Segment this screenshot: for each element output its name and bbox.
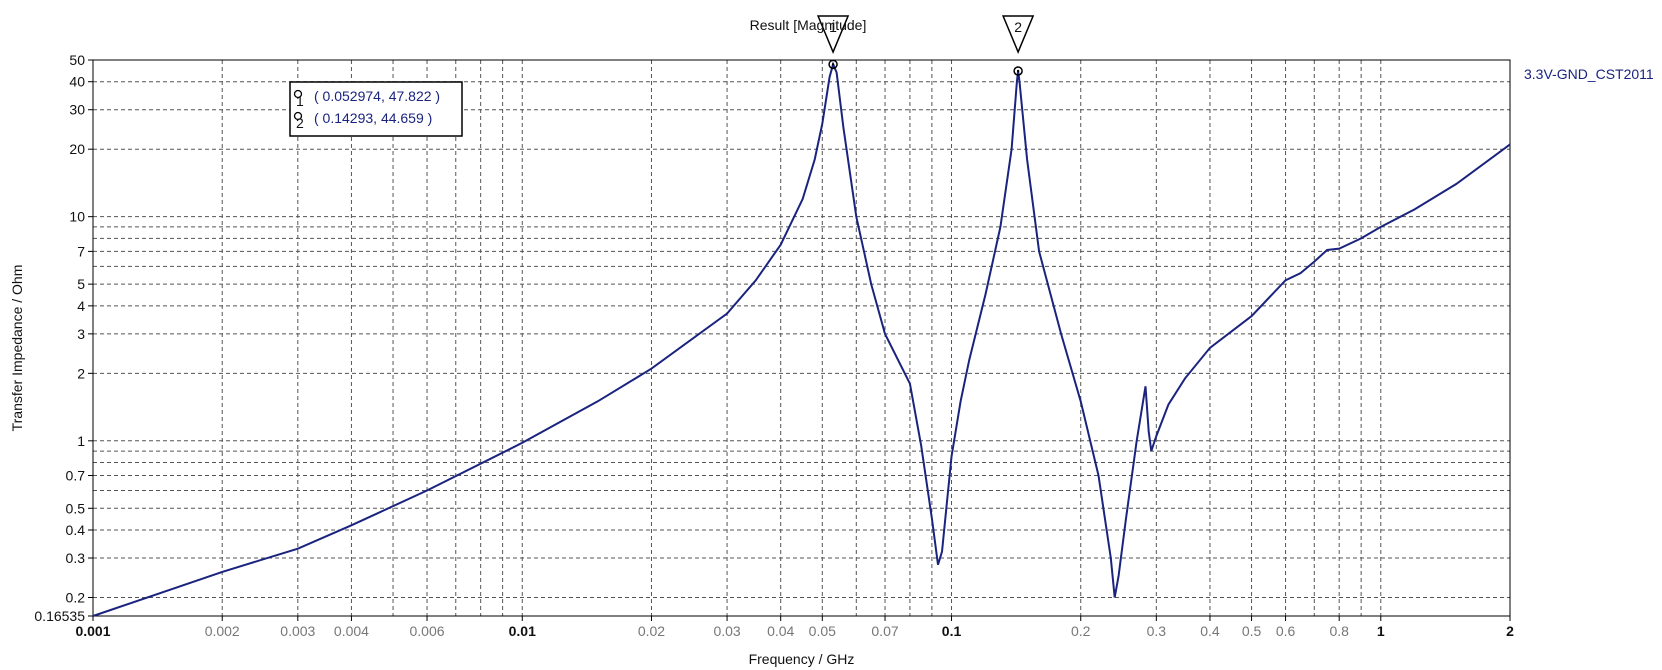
x-tick-label: 0.002 <box>205 623 240 639</box>
x-tick-label: 0.6 <box>1276 623 1296 639</box>
marker-readout-value: ( 0.052974, 47.822 ) <box>314 88 440 104</box>
x-tick-label: 0.02 <box>638 623 665 639</box>
x-tick-label: 1 <box>1377 623 1385 639</box>
y-tick-label: 1 <box>77 433 85 449</box>
x-tick-label: 0.004 <box>334 623 369 639</box>
y-tick-label: 0.2 <box>66 589 86 605</box>
x-tick-label: 0.2 <box>1071 623 1091 639</box>
marker-readout-icon <box>293 89 303 99</box>
y-tick-label: 7 <box>77 243 85 259</box>
x-tick-label: 0.01 <box>509 623 536 639</box>
marker-flag <box>1001 15 1035 54</box>
marker-point-dot <box>831 63 835 66</box>
y-tick-label: 0.16535 <box>34 608 85 624</box>
y-tick-label: 0.5 <box>66 500 86 516</box>
y-axis-ticks: 50 40 30 20 10 7 5 4 3 2 1 0.7 0.5 0.4 0.3 0.2 0.16535 <box>34 52 93 624</box>
marker-readout-box: 1 ( 0.052974, 47.822 ) 2 ( 0.14293, 44.659 … <box>289 81 463 137</box>
x-tick-label: 0.003 <box>280 623 315 639</box>
x-tick-label: 0.5 <box>1242 623 1262 639</box>
y-tick-label: 20 <box>69 141 85 157</box>
y-tick-label: 50 <box>69 52 85 68</box>
x-tick-label: 0.8 <box>1329 623 1349 639</box>
y-tick-label: 40 <box>69 74 85 90</box>
marker-point <box>828 59 838 70</box>
chart-title: Result [Magnitude] <box>750 17 867 33</box>
marker-readout-id: 1 <box>296 93 304 109</box>
y-tick-label: 10 <box>69 209 85 225</box>
y-tick-label: 3 <box>77 326 85 342</box>
plot-frame <box>92 59 1511 617</box>
marker-flag <box>816 15 850 54</box>
x-axis-title: Frequency / GHz <box>749 651 855 667</box>
y-axis-title: Transfer Impedance / Ohm <box>9 265 25 432</box>
series-line <box>92 61 1511 617</box>
y-tick-label: 0.4 <box>66 522 86 538</box>
marker-readout-frame <box>289 81 463 137</box>
y-tick-label: 0.3 <box>66 550 86 566</box>
x-tick-label: 0.03 <box>713 623 740 639</box>
marker-readout-id: 2 <box>296 115 304 131</box>
marker-flag-label: 2 <box>1014 19 1022 35</box>
marker-point-dot <box>1016 69 1020 73</box>
x-tick-label: 0.07 <box>871 623 898 639</box>
y-tick-label: 2 <box>77 365 85 381</box>
x-tick-label: 0.006 <box>410 623 445 639</box>
marker-flag-label: 1 <box>829 19 837 35</box>
marker-readout-value: ( 0.14293, 44.659 ) <box>314 110 432 126</box>
x-tick-label: 2 <box>1506 623 1514 639</box>
grid-layer <box>92 59 1511 616</box>
x-tick-label: 0.3 <box>1147 623 1167 639</box>
x-tick-label: 0.04 <box>767 623 794 639</box>
x-tick-label: 0.05 <box>809 623 836 639</box>
y-tick-label: 5 <box>77 276 85 292</box>
x-axis-ticks: 0.001 0.002 0.003 0.004 0.006 0.01 0.02 0.03 0.0… <box>75 616 1514 639</box>
legend-entry: 3.3V-GND_CST2011 <box>1524 66 1654 82</box>
marker-point <box>1013 66 1023 76</box>
x-tick-label: 0.4 <box>1200 623 1220 639</box>
x-tick-label: 0.1 <box>942 623 962 639</box>
y-tick-label: 4 <box>77 298 85 314</box>
x-tick-label: 0.001 <box>75 623 110 639</box>
y-tick-label: 0.7 <box>66 468 86 484</box>
marker-readout-icon <box>293 111 303 121</box>
y-tick-label: 30 <box>69 102 85 118</box>
